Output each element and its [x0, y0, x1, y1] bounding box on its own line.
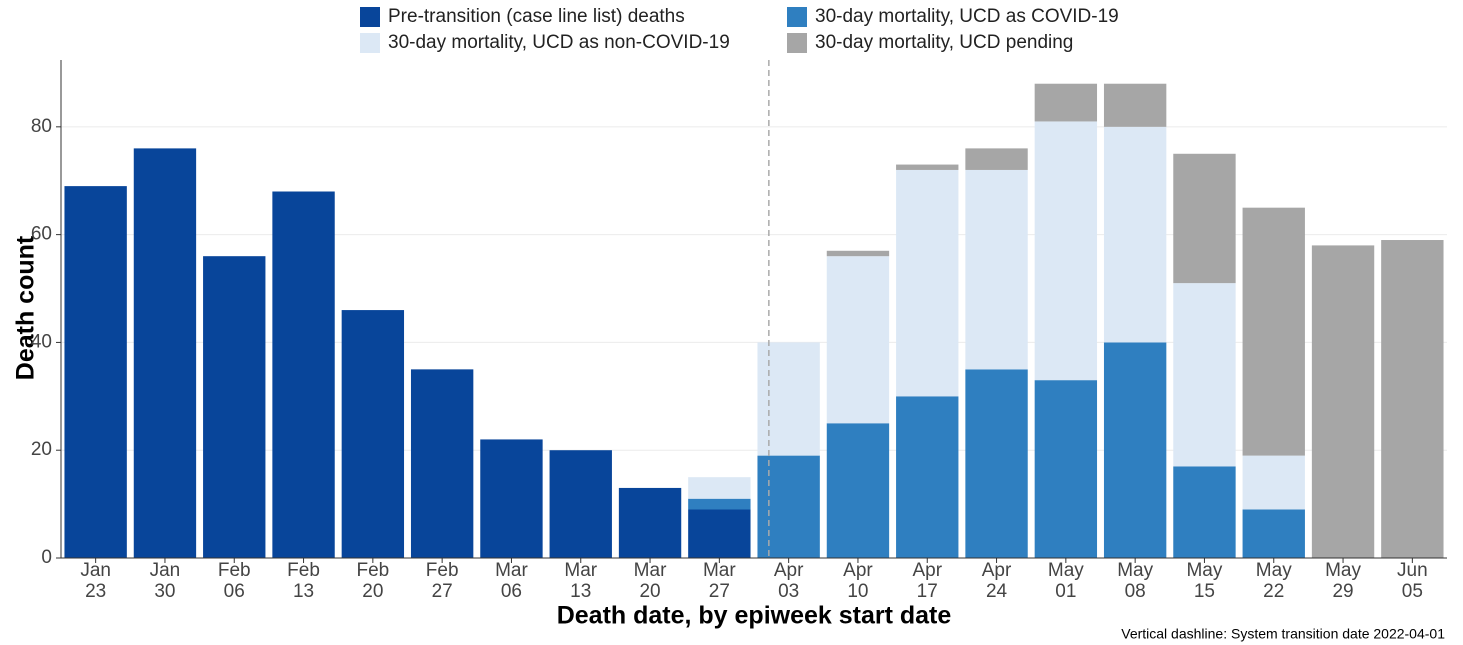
legend-swatch: [360, 33, 380, 53]
x-tick-label: Mar 06: [495, 560, 528, 602]
annotation: Vertical dashline: System transition dat…: [1121, 626, 1445, 642]
bar-segment: [1034, 83, 1098, 122]
y-tick-label: 40: [31, 331, 52, 352]
y-tick-label: 80: [31, 116, 52, 137]
bar-segment: [826, 423, 890, 558]
bar-segment: [1242, 207, 1305, 456]
bar-segment: [688, 498, 751, 510]
x-tick-label: Feb 13: [287, 560, 320, 602]
x-tick-label: Feb 20: [356, 560, 390, 602]
x-tick-label: Mar 27: [702, 560, 736, 602]
bar-segment: [133, 148, 197, 558]
legend-swatch: [787, 7, 807, 27]
bar-segment: [896, 169, 959, 397]
bar-segment: [618, 487, 682, 558]
bar-segment: [1034, 121, 1098, 381]
x-tick-label: Mar 20: [633, 560, 667, 602]
x-tick-label: Jan 23: [80, 560, 111, 602]
bar-segment: [549, 450, 612, 558]
bar-segment: [688, 509, 751, 558]
bar-segment: [757, 342, 820, 456]
bar-segment: [64, 186, 127, 558]
legend-label: 30-day mortality, UCD as COVID-19: [815, 6, 1119, 27]
legend-swatch: [360, 7, 380, 27]
bar-segment: [896, 164, 959, 170]
bar-segment: [410, 369, 474, 558]
x-tick-label: Jun 05: [1397, 560, 1428, 602]
bar-segment: [965, 369, 1028, 558]
bar-segment: [1103, 126, 1167, 343]
bar-segment: [272, 191, 335, 558]
bar-segment: [1173, 153, 1236, 284]
y-tick-label: 0: [41, 547, 52, 568]
bar-segment: [1173, 283, 1236, 467]
bar-segment: [1311, 245, 1375, 559]
legend-label: Pre-transition (case line list) deaths: [388, 6, 685, 27]
y-tick-label: 20: [31, 439, 52, 460]
legend-swatch: [787, 33, 807, 53]
legend-label: 30-day mortality, UCD pending: [815, 32, 1073, 53]
x-tick-label: May 08: [1117, 560, 1154, 602]
x-tick-label: Apr 24: [981, 560, 1012, 602]
bar-segment: [757, 455, 820, 558]
x-tick-label: Feb 06: [217, 560, 251, 602]
bar-segment: [1381, 240, 1444, 558]
y-axis-title: Death count: [12, 235, 40, 380]
bar-segment: [965, 148, 1028, 170]
bar-segment: [688, 477, 751, 499]
bar-segment: [1103, 342, 1167, 558]
x-tick-label: May 01: [1047, 560, 1084, 602]
x-tick-label: May 29: [1325, 560, 1361, 602]
bar-segment: [341, 310, 405, 558]
x-tick-label: May 22: [1255, 560, 1292, 602]
bar-segment: [1242, 509, 1305, 558]
x-tick-label: May 15: [1186, 560, 1223, 602]
x-axis-title: Death date, by epiweek start date: [557, 602, 952, 630]
bar-segment: [1173, 466, 1236, 558]
x-tick-label: Mar 13: [564, 560, 598, 602]
x-tick-label: Apr 10: [843, 560, 873, 602]
legend-label: 30-day mortality, UCD as non-COVID-19: [388, 32, 730, 53]
x-tick-label: Jan 30: [149, 560, 181, 602]
bar-segment: [1103, 83, 1167, 127]
bar-segment: [203, 256, 266, 558]
bar-segment: [480, 439, 543, 558]
x-tick-label: Apr 03: [773, 560, 804, 602]
bar-segment: [826, 256, 890, 424]
bar-segment: [896, 396, 959, 558]
x-tick-label: Apr 17: [912, 560, 943, 602]
bar-segment: [1034, 380, 1098, 558]
bar-segment: [965, 169, 1028, 370]
bar-segment: [826, 250, 890, 257]
x-tick-label: Feb 27: [425, 560, 459, 602]
bar-segment: [1242, 455, 1305, 510]
y-tick-label: 60: [31, 224, 52, 245]
